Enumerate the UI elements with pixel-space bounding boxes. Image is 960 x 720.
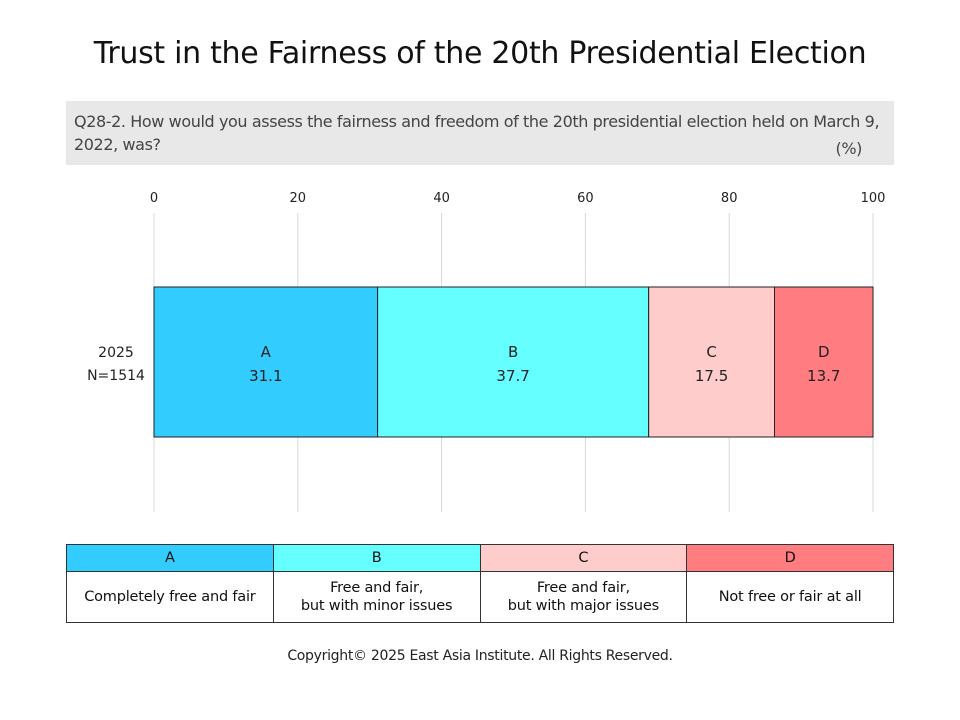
category-labels: 2025 N=1514 xyxy=(87,345,145,384)
legend-code-b: B xyxy=(272,544,481,572)
segment-series-label: C xyxy=(706,343,716,361)
legend-description-line: Completely free and fair xyxy=(84,589,256,605)
legend-description-line: but with major issues xyxy=(507,598,659,614)
legend-description-b: Free and fair, but with minor issues xyxy=(272,571,481,623)
segment-series-label: D xyxy=(818,343,830,361)
chart-title: Trust in the Fairness of the 20th Presid… xyxy=(93,36,867,71)
legend-description-line: Free and fair, xyxy=(330,580,424,596)
bar-segment-a xyxy=(153,286,379,438)
category-label-line: 2025 xyxy=(98,345,134,361)
legend-description-d: Not free or fair at all xyxy=(686,571,894,623)
x-tick-label: 80 xyxy=(721,191,738,206)
legend-description-line: but with minor issues xyxy=(300,598,453,614)
question-text: Q28-2. How would you assess the fairness… xyxy=(74,112,880,154)
x-tick-label: 100 xyxy=(861,191,886,206)
segment-value-label: 31.1 xyxy=(249,367,282,385)
copyright-notice: Copyright© 2025 East Asia Institute. All… xyxy=(287,648,673,664)
legend-description-line: Not free or fair at all xyxy=(718,589,862,605)
segment-series-label: A xyxy=(261,343,272,361)
x-tick-label: 0 xyxy=(150,191,158,206)
legend-code-a: A xyxy=(66,544,274,572)
legend-description-a: Completely free and fair xyxy=(66,571,274,623)
legend-description-c: Free and fair, but with major issues xyxy=(479,571,688,623)
legend-description-line: Free and fair, xyxy=(536,580,630,596)
legend-code-d: D xyxy=(686,544,894,572)
unit-label: (%) xyxy=(835,139,863,158)
segment-value-label: 17.5 xyxy=(695,367,728,385)
x-axis-ticks: 0 20 40 60 80 100 xyxy=(150,191,886,206)
legend-code-c: C xyxy=(479,544,688,572)
bar-segment-c xyxy=(648,286,775,438)
x-tick-label: 40 xyxy=(433,191,450,206)
bar-segment-d xyxy=(773,286,874,438)
legend-description-row: Completely free and fair Free and fair, bu… xyxy=(66,571,894,623)
x-tick-label: 20 xyxy=(290,191,307,206)
segment-value-label: 13.7 xyxy=(807,367,840,385)
x-tick-label: 60 xyxy=(577,191,594,206)
category-label-line: N=1514 xyxy=(87,368,145,384)
segment-value-label: 37.7 xyxy=(496,367,529,385)
question-box: Q28-2. How would you assess the fairness… xyxy=(66,101,894,165)
segment-series-label: B xyxy=(508,343,518,361)
bar-segment-b xyxy=(377,286,650,438)
bars: A 31.1 B 37.7 C 17.5 D 13.7 xyxy=(153,286,874,438)
